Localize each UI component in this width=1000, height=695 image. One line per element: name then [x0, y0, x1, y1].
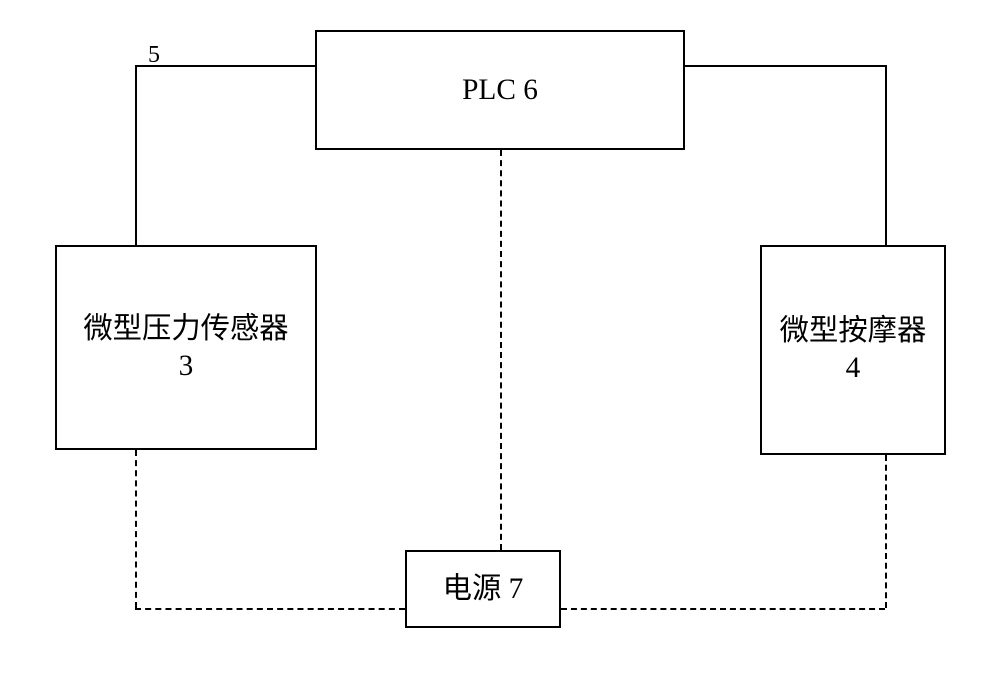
- node-power-label: 电源 7: [443, 571, 524, 608]
- diagram-stage: PLC 6 微型压力传感器 3 微型按摩器 4 电源 7 5: [0, 0, 1000, 695]
- node-plc-label: PLC 6: [462, 72, 538, 109]
- edge-dashed: [500, 150, 502, 550]
- node-plc: PLC 6: [315, 30, 685, 150]
- edge-dashed: [135, 608, 405, 610]
- edge-dashed: [885, 455, 887, 608]
- edge-solid: [135, 65, 315, 67]
- node-power: 电源 7: [405, 550, 561, 628]
- edge-solid: [685, 65, 885, 67]
- node-pressure-sensor-label2: 3: [179, 348, 194, 385]
- node-massager-label1: 微型按摩器: [780, 313, 927, 350]
- node-massager: 微型按摩器 4: [760, 245, 946, 455]
- edge-dashed: [561, 608, 885, 610]
- edge-dashed: [135, 450, 137, 608]
- edge-solid: [885, 65, 887, 245]
- node-pressure-sensor: 微型压力传感器 3: [55, 245, 317, 450]
- edge-solid: [135, 65, 137, 245]
- node-pressure-sensor-label1: 微型压力传感器: [83, 311, 288, 348]
- node-massager-label2: 4: [846, 350, 861, 387]
